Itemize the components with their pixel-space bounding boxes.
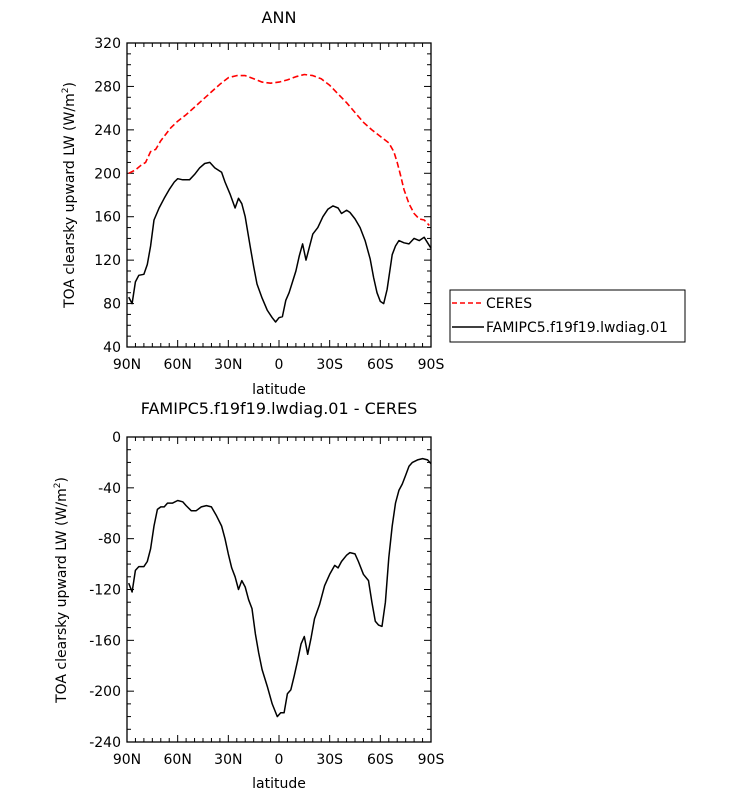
bottom-y-tick-labels: -240 -200 -160 -120 -80 -40 0 <box>89 430 121 751</box>
bottom-x-tick-label: 30S <box>316 752 343 768</box>
top-plot-frame <box>126 42 432 348</box>
top-y-axis-label-end: ) <box>62 82 78 87</box>
bottom-x-tick-label: 0 <box>275 752 284 768</box>
bottom-y-axis-label: TOA clearsky upward LW (W/m2) <box>53 477 70 704</box>
bottom-y-tick-label: 0 <box>112 430 121 446</box>
legend-label-ceres: CERES <box>486 296 532 312</box>
top-series-ceres-line <box>128 73 430 226</box>
top-x-tick-label: 60N <box>164 357 192 373</box>
bottom-y-axis-label-sup: 2 <box>53 483 63 489</box>
bottom-y-tick-label: -40 <box>98 481 121 497</box>
top-y-axis-label-main: TOA clearsky upward LW (W/m <box>62 93 78 309</box>
legend-label-model: FAMIPC5.f19f19.lwdiag.01 <box>486 320 668 336</box>
bottom-x-tick-label: 60N <box>164 752 192 768</box>
bottom-y-tick-label: -80 <box>98 532 121 548</box>
top-panel-title: ANN <box>262 8 297 27</box>
top-x-tick-label: 30N <box>214 357 242 373</box>
bottom-y-tick-label: -120 <box>89 583 121 599</box>
bottom-axis-ticks <box>126 436 432 743</box>
top-x-tick-label: 90S <box>418 357 445 373</box>
top-y-axis-label: TOA clearsky upward LW (W/m2) <box>61 82 78 309</box>
top-y-axis-label-sup: 2 <box>61 88 71 94</box>
bottom-y-tick-label: -160 <box>89 633 121 649</box>
top-y-tick-labels: 40 80 120 160 200 240 280 320 <box>94 36 121 356</box>
top-x-tick-label: 30S <box>316 357 343 373</box>
top-series-group <box>128 73 432 323</box>
top-y-tick-label: 240 <box>94 123 121 139</box>
top-x-axis-label: latitude <box>252 382 306 398</box>
top-x-tick-label: 0 <box>275 357 284 373</box>
bottom-x-axis-label: latitude <box>252 776 306 792</box>
top-y-tick-label: 120 <box>94 253 121 269</box>
legend-box <box>449 289 686 343</box>
top-y-tick-label: 320 <box>94 36 121 52</box>
bottom-series-group <box>127 457 432 718</box>
top-x-tick-label: 60S <box>367 357 394 373</box>
legend: CERES FAMIPC5.f19f19.lwdiag.01 <box>449 289 686 343</box>
top-x-tick-labels: 90N 60N 30N 0 30S 60S 90S <box>113 357 445 373</box>
bottom-y-tick-label: -200 <box>89 684 121 700</box>
top-y-tick-label: 200 <box>94 166 121 182</box>
bottom-x-tick-labels: 90N 60N 30N 0 30S 60S 90S <box>113 752 445 768</box>
top-panel: ANN 90N 60N 30N 0 30S 60S 90S 4080120160200240… <box>61 8 686 398</box>
bottom-x-tick-label: 90N <box>113 752 141 768</box>
bottom-plot-frame <box>126 436 432 743</box>
top-series-famipc5-f19f19-lwdiag-01-line <box>128 161 432 323</box>
bottom-x-tick-label: 90S <box>418 752 445 768</box>
bottom-panel: FAMIPC5.f19f19.lwdiag.01 - CERES 90N 60N 3… <box>53 399 444 792</box>
top-y-tick-label: 40 <box>103 340 121 356</box>
top-y-tick-label: 280 <box>94 79 121 95</box>
bottom-y-tick-label: -240 <box>89 735 121 751</box>
top-y-tick-label: 160 <box>94 210 121 226</box>
top-x-tick-label: 90N <box>113 357 141 373</box>
bottom-x-tick-label: 30N <box>214 752 242 768</box>
bottom-series-difference-line <box>127 457 432 718</box>
bottom-y-axis-label-main: TOA clearsky upward LW (W/m <box>54 488 70 704</box>
top-axis-ticks <box>126 42 432 348</box>
bottom-y-axis-label-end: ) <box>54 477 70 482</box>
bottom-x-tick-label: 60S <box>367 752 394 768</box>
bottom-panel-title: FAMIPC5.f19f19.lwdiag.01 - CERES <box>141 399 418 418</box>
top-y-tick-label: 80 <box>103 297 121 313</box>
